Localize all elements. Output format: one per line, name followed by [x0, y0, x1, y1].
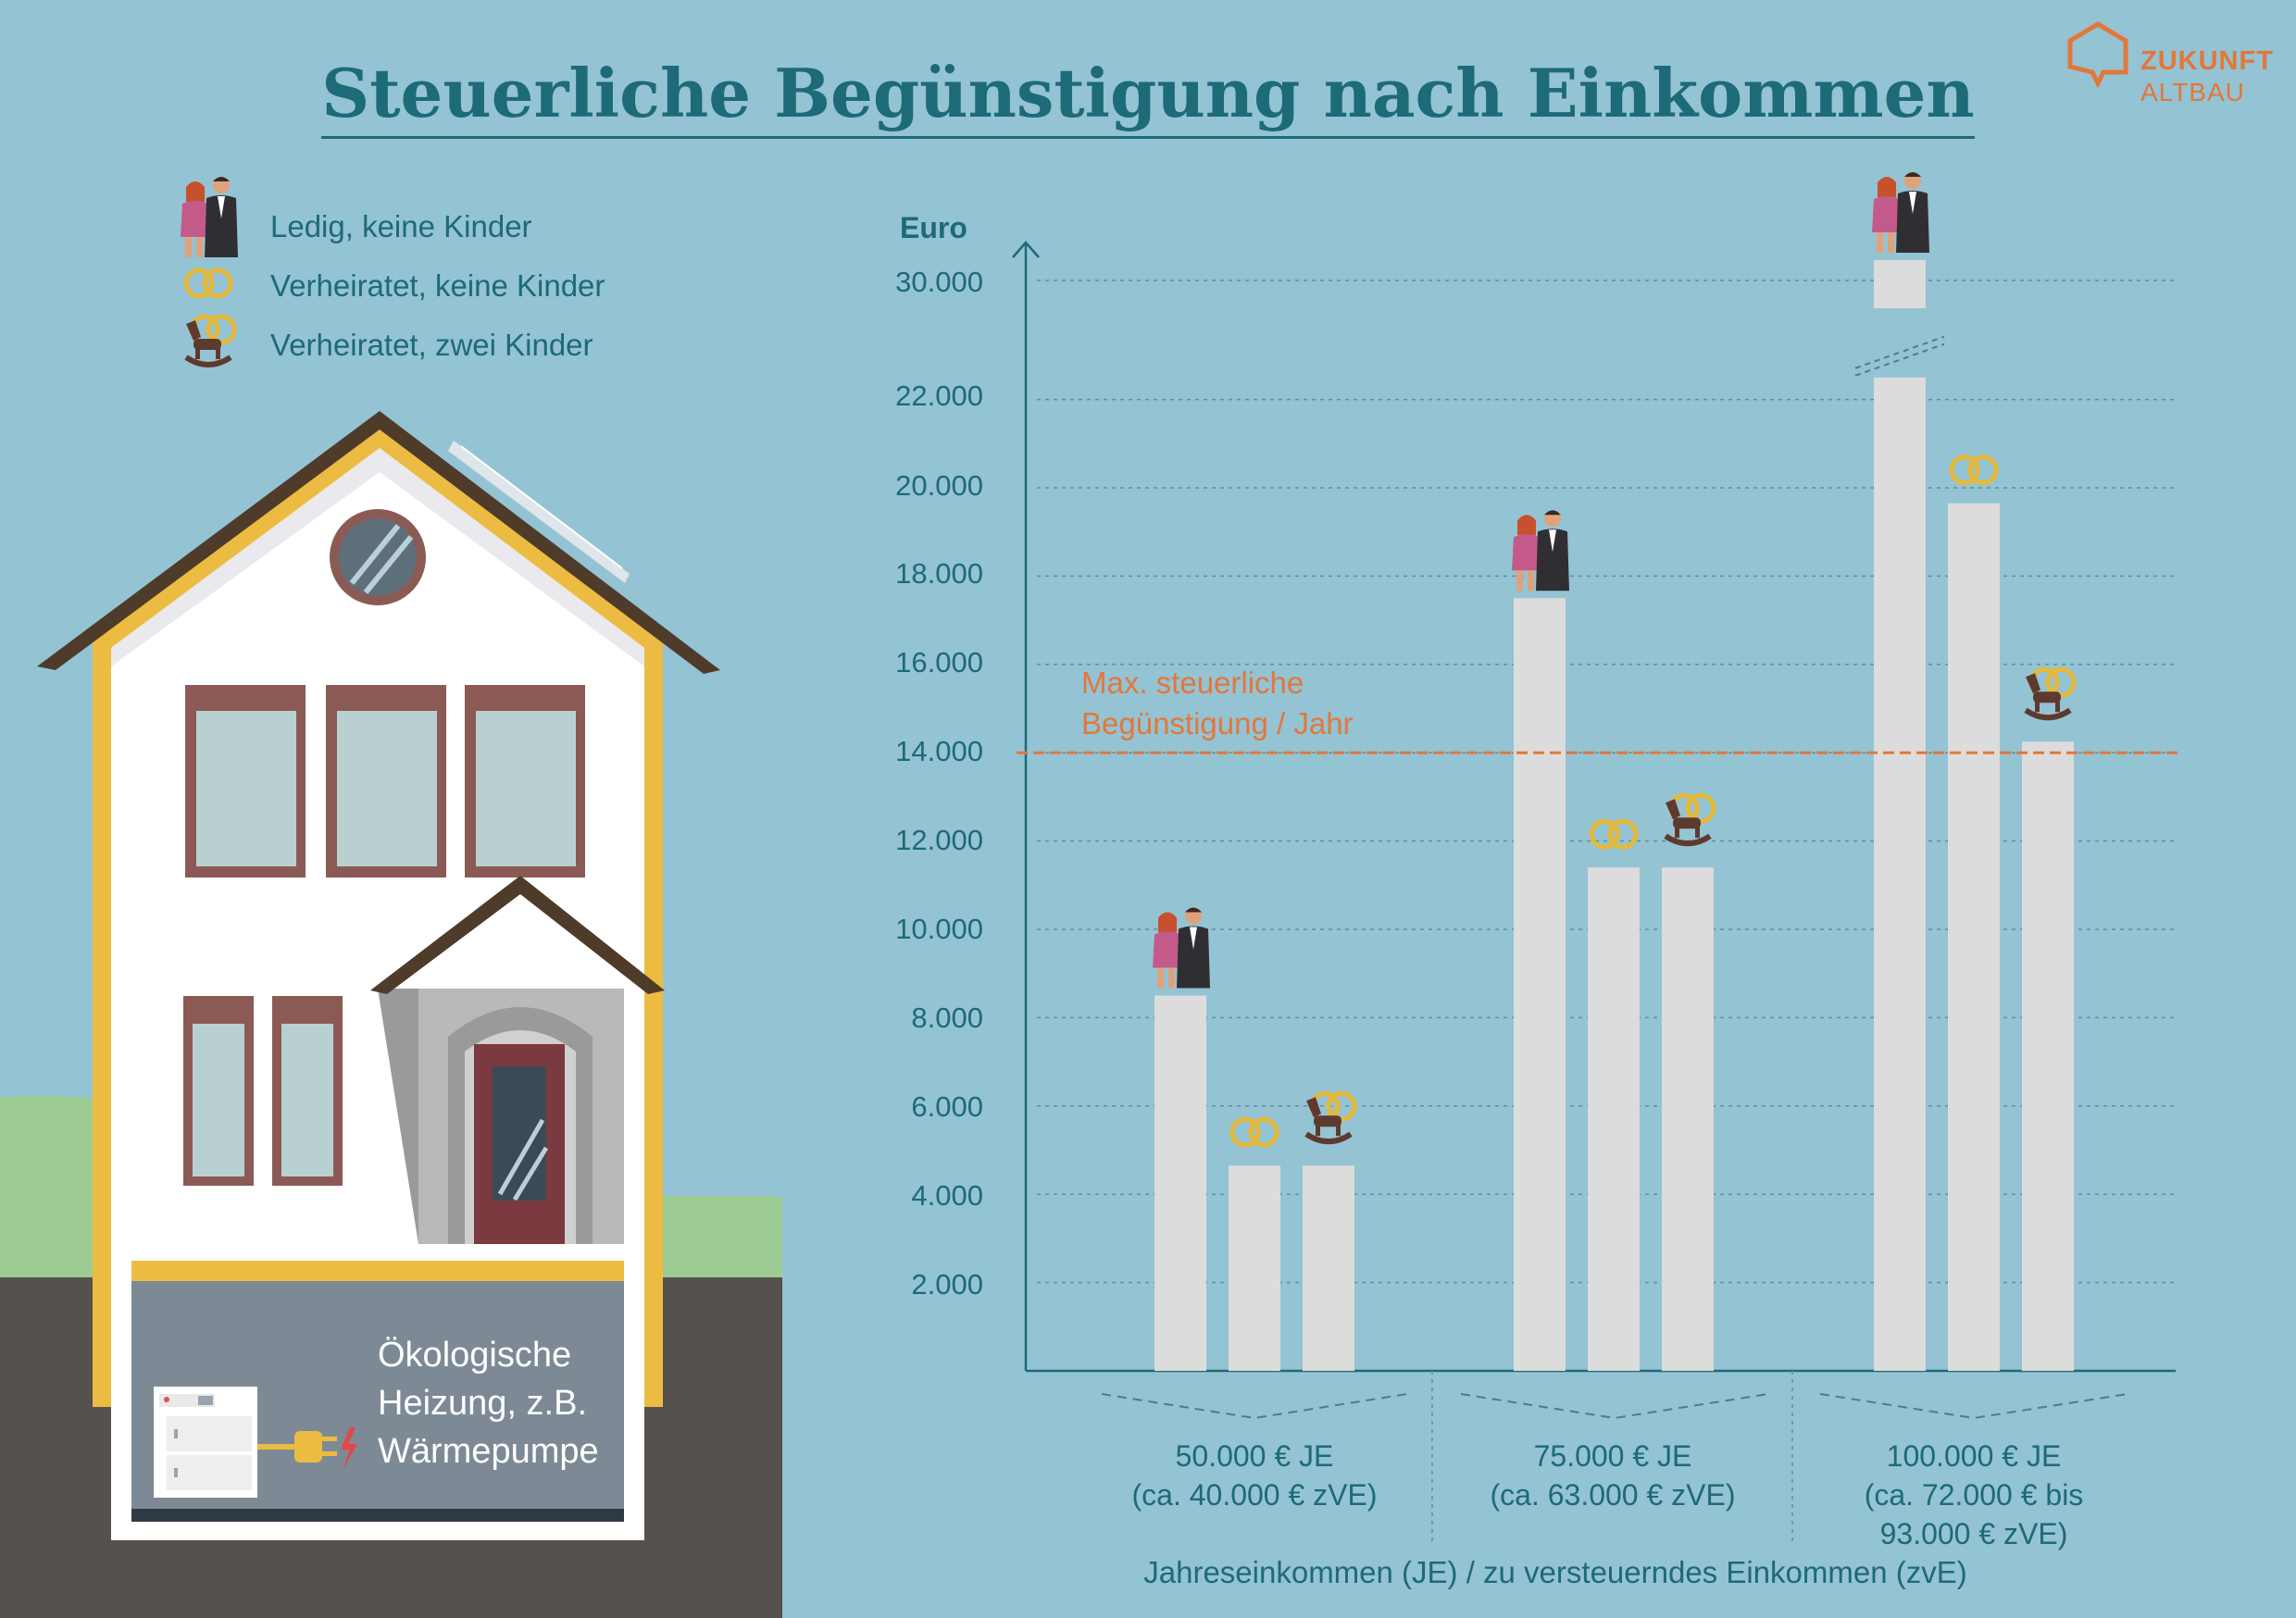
heat-pump-icon — [154, 1387, 357, 1498]
y-tick-label: 4.000 — [911, 1179, 983, 1212]
bar — [1229, 1165, 1280, 1371]
bar — [1662, 867, 1714, 1371]
bar — [1948, 503, 2000, 1371]
category-75k-line2: (ca. 63.000 € zVE) — [1490, 1478, 1736, 1512]
y-tick-label: 22.000 — [895, 380, 983, 412]
heating-line2: Heizung, z.B. — [378, 1384, 587, 1423]
category-100k-line3: 93.000 € zVE) — [1879, 1517, 2068, 1550]
heating-label: Ökologische Heizung, z.B. Wärmepumpe — [378, 1331, 628, 1475]
y-tick-label: 18.000 — [895, 557, 983, 590]
group-brace — [1460, 1393, 1769, 1420]
y-tick-label: 2.000 — [911, 1268, 983, 1301]
group-brace — [1819, 1393, 2128, 1420]
y-tick-label: 10.000 — [895, 913, 983, 945]
y-tick-label: 20.000 — [895, 469, 983, 502]
logo-line1: ZUKUNFT — [2140, 46, 2274, 76]
bar — [2022, 741, 2074, 1371]
category-label-100k: 100.000 € JE (ca. 72.000 € bis 93.000 € … — [1835, 1437, 2113, 1553]
bar-couple-icon — [1872, 172, 1929, 253]
bar — [1514, 598, 1566, 1371]
y-tick-label: 14.000 — [895, 735, 983, 767]
category-label-50k: 50.000 € JE (ca. 40.000 € zVE) — [1116, 1437, 1393, 1514]
lower-windows — [183, 996, 343, 1186]
legend-couple-icon — [181, 177, 238, 257]
y-tick-label: 30.000 — [895, 266, 983, 298]
logo: ZUKUNFT ALTBAU — [2066, 19, 2289, 111]
heating-line1: Ökologische — [378, 1336, 572, 1375]
bar-wedding-rings-icon — [1952, 457, 1996, 483]
porch — [370, 876, 665, 1244]
heating-line3: Wärmepumpe — [378, 1432, 599, 1471]
category-label-75k: 75.000 € JE (ca. 63.000 € zVE) — [1474, 1437, 1752, 1514]
bar-rocking-horse-rings-icon — [1666, 795, 1714, 843]
legend-item-married-kids: Verheiratet, zwei Kinder — [270, 328, 593, 362]
y-tick-label: 6.000 — [911, 1090, 983, 1123]
axis-break-mark — [1854, 342, 1945, 377]
bar-rocking-horse-rings-icon — [1306, 1093, 1354, 1141]
bar-top-segment — [1874, 260, 1926, 308]
legend-rings-icon — [186, 270, 231, 296]
max-benefit-label: Max. steuerliche Begünstigung / Jahr — [1081, 663, 1354, 744]
upper-windows — [185, 685, 585, 877]
max-benefit-line1: Max. steuerliche — [1081, 666, 1304, 700]
axis-break-mark — [1854, 335, 1945, 369]
bar — [1588, 867, 1640, 1371]
legend-horse-icon — [186, 317, 234, 365]
bar-couple-icon — [1153, 907, 1210, 989]
page-title: Steuerliche Begünstigung nach Einkommen — [0, 54, 2296, 139]
solar-panels — [448, 441, 630, 583]
y-axis-arrow — [1012, 241, 1040, 258]
legend-item-married: Verheiratet, keine Kinder — [270, 268, 605, 303]
group-brace — [1101, 1393, 1408, 1420]
category-100k-line1: 100.000 € JE — [1886, 1439, 2062, 1473]
bar — [1303, 1165, 1354, 1371]
bar-rocking-horse-rings-icon — [2026, 669, 2074, 717]
y-tick-label: 16.000 — [895, 646, 983, 678]
bar-couple-icon — [1512, 510, 1569, 591]
category-50k-line1: 50.000 € JE — [1175, 1439, 1334, 1473]
category-75k-line1: 75.000 € JE — [1533, 1439, 1692, 1473]
y-tick-label: 8.000 — [911, 1002, 983, 1034]
bar-wedding-rings-icon — [1591, 821, 1636, 847]
category-100k-line2: (ca. 72.000 € bis — [1864, 1478, 2084, 1512]
house-illustration — [37, 411, 720, 1540]
logo-line2: ALTBAU — [2140, 78, 2245, 106]
bar — [1874, 377, 1926, 1371]
y-axis-label: Euro — [900, 211, 967, 244]
x-axis-label: Jahreseinkommen (JE) / zu versteuerndes … — [1143, 1555, 1967, 1589]
bar-chart — [1012, 172, 2183, 1544]
category-50k-line2: (ca. 40.000 € zVE) — [1131, 1478, 1378, 1512]
logo-house-speech-icon — [2067, 21, 2128, 89]
y-tick-label: 12.000 — [895, 824, 983, 856]
legend-item-single: Ledig, keine Kinder — [270, 209, 532, 243]
max-benefit-line2: Begünstigung / Jahr — [1081, 706, 1354, 741]
bar-wedding-rings-icon — [1232, 1119, 1277, 1145]
bar — [1154, 995, 1206, 1371]
